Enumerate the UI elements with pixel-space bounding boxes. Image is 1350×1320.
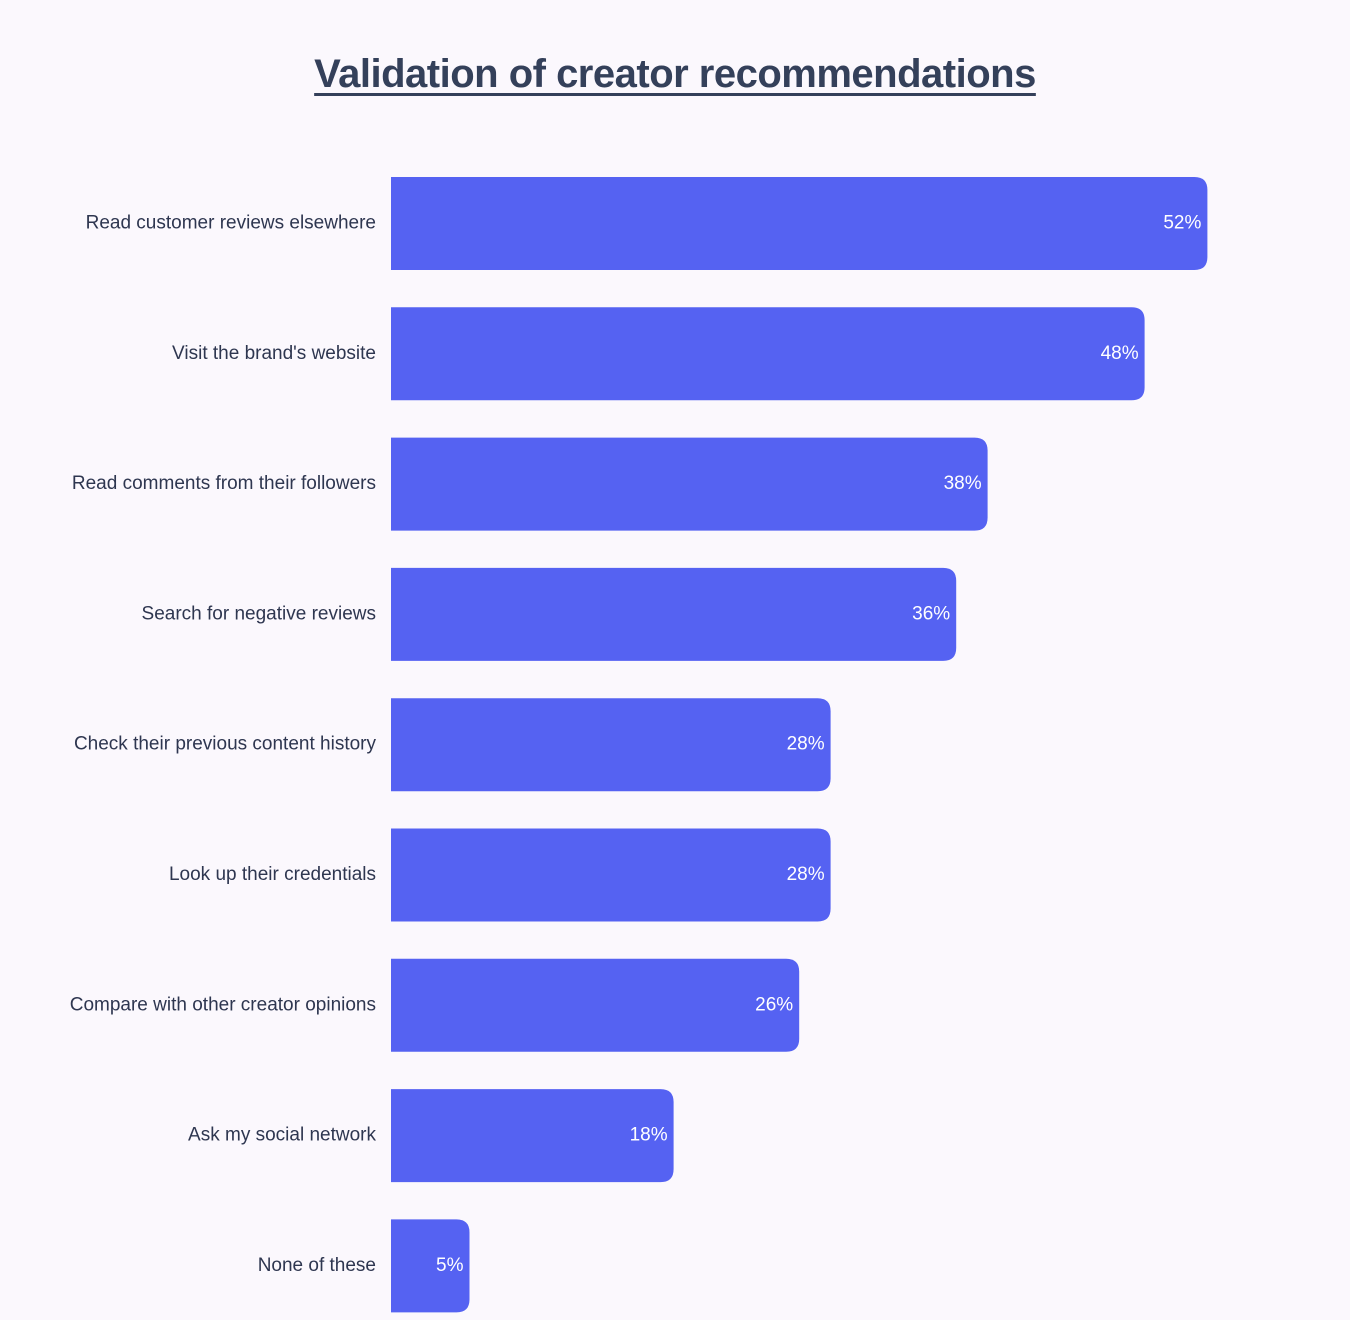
bar-7 bbox=[391, 1089, 674, 1183]
bar-8 bbox=[391, 1219, 470, 1313]
bar-6 bbox=[391, 958, 800, 1052]
value-label-4: 28% bbox=[787, 734, 825, 755]
value-label-3: 36% bbox=[912, 603, 950, 624]
value-label-8: 5% bbox=[436, 1255, 464, 1276]
bar-1 bbox=[391, 307, 1145, 401]
category-label-1: Visit the brand's website bbox=[172, 343, 376, 364]
chart-title: Validation of creator recommendations bbox=[314, 52, 1036, 96]
bar-4 bbox=[391, 698, 831, 792]
category-label-0: Read customer reviews elsewhere bbox=[86, 213, 376, 234]
category-label-6: Compare with other creator opinions bbox=[70, 994, 376, 1015]
category-label-4: Check their previous content history bbox=[74, 734, 377, 755]
bar-3 bbox=[391, 567, 957, 661]
value-label-6: 26% bbox=[755, 994, 793, 1015]
value-label-5: 28% bbox=[787, 864, 825, 885]
value-label-2: 38% bbox=[944, 473, 982, 494]
category-label-7: Ask my social network bbox=[188, 1125, 376, 1146]
category-label-5: Look up their credentials bbox=[169, 864, 376, 885]
category-label-8: None of these bbox=[258, 1255, 376, 1276]
bar-2 bbox=[391, 437, 988, 531]
value-label-1: 48% bbox=[1101, 343, 1139, 364]
category-label-3: Search for negative reviews bbox=[142, 603, 376, 624]
value-label-0: 52% bbox=[1163, 213, 1201, 234]
bar-0 bbox=[391, 177, 1208, 270]
category-label-2: Read comments from their followers bbox=[72, 473, 376, 494]
bar-5 bbox=[391, 828, 831, 922]
value-label-7: 18% bbox=[630, 1125, 668, 1146]
